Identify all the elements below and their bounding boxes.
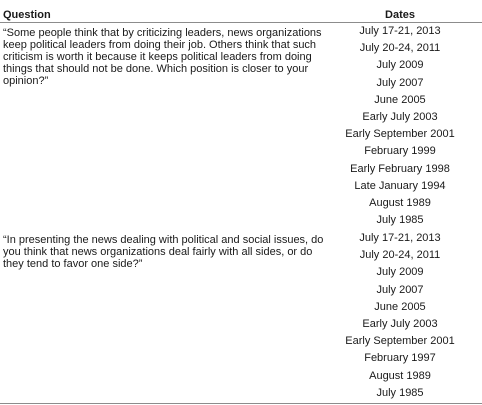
date-item: February 1997 bbox=[364, 352, 436, 365]
date-item: Early July 2003 bbox=[362, 317, 438, 330]
date-item: July 20-24, 2011 bbox=[359, 249, 441, 262]
question-text: “In presenting the news dealing with pol… bbox=[3, 234, 324, 270]
date-item: July 2009 bbox=[376, 266, 424, 279]
table-header: Question Dates bbox=[0, 0, 482, 23]
date-item: Early September 2001 bbox=[345, 335, 455, 348]
date-item: July 2009 bbox=[376, 59, 424, 72]
dates-list: July 17-21, 2013 July 20-24, 2011 July 2… bbox=[339, 25, 461, 231]
date-item: August 1989 bbox=[369, 369, 431, 382]
date-item: Late January 1994 bbox=[354, 179, 446, 192]
date-item: Early February 1998 bbox=[350, 162, 450, 175]
question-column-header: Question bbox=[3, 9, 51, 21]
date-item: August 1989 bbox=[369, 196, 431, 209]
question-text: “Some people think that by criticizing l… bbox=[3, 27, 322, 87]
date-item: July 2007 bbox=[376, 76, 424, 89]
date-item: July 20-24, 2011 bbox=[359, 42, 441, 55]
date-item: July 17-21, 2013 bbox=[359, 232, 441, 244]
date-item: July 2007 bbox=[376, 283, 424, 296]
date-item: July 1985 bbox=[376, 386, 424, 399]
date-item: July 1985 bbox=[376, 214, 424, 227]
dates-list: July 17-21, 2013 July 20-24, 2011 July 2… bbox=[339, 232, 461, 404]
date-item: Early September 2001 bbox=[345, 128, 455, 141]
date-item: Early July 2003 bbox=[362, 110, 438, 123]
date-item: June 2005 bbox=[374, 300, 426, 313]
table-bottom-rule bbox=[0, 403, 482, 404]
date-item: July 17-21, 2013 bbox=[359, 25, 441, 37]
date-item: February 1999 bbox=[364, 145, 436, 158]
date-item: June 2005 bbox=[374, 93, 426, 106]
dates-column-header: Dates bbox=[385, 9, 415, 21]
